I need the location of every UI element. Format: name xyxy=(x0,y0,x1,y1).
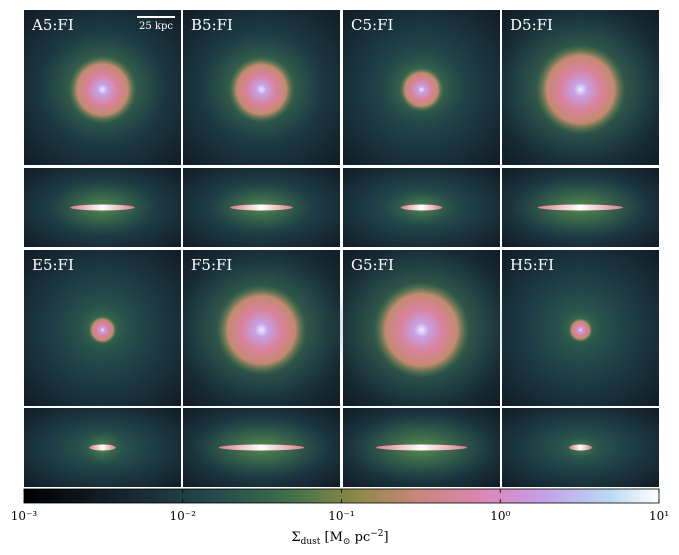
panel-label: F5:FI xyxy=(191,256,232,274)
label-symbol: Σ xyxy=(291,530,300,545)
panel-label: C5:FI xyxy=(351,16,393,34)
tick-label: 10¹ xyxy=(649,509,669,523)
panel-label: D5:FI xyxy=(510,16,553,34)
label-unit: pc xyxy=(350,530,370,545)
panel-label: H5:FI xyxy=(510,256,554,274)
disk xyxy=(399,67,444,112)
label-unit-sup: −2 xyxy=(370,529,383,539)
edge-disk xyxy=(230,204,293,211)
panels: A5:FI B5:FI C5:FI D5:FI E5:FI F5:FI G5:FI H5:FI xyxy=(24,10,666,487)
panel-label: A5:FI xyxy=(31,16,74,34)
panel-label: E5:FI xyxy=(32,256,74,274)
label-unit: [M xyxy=(320,530,343,545)
colorbar-label: Σdust [M⊙ pc−2] xyxy=(291,529,388,547)
label-unit: ] xyxy=(384,530,389,545)
panel-label: G5:FI xyxy=(351,256,394,274)
disk xyxy=(216,285,307,375)
disk xyxy=(68,55,137,124)
edge-disk xyxy=(569,444,592,451)
tick-label: 10⁰ xyxy=(490,509,510,523)
edge-disk xyxy=(89,444,116,451)
panel-label: B5:FI xyxy=(191,16,233,34)
tick-label: 10⁻¹ xyxy=(328,509,354,523)
label-unit-sub: ⊙ xyxy=(343,537,351,547)
disk xyxy=(88,316,117,344)
disk xyxy=(373,282,470,378)
disk xyxy=(535,44,626,135)
edge-disk xyxy=(537,204,624,211)
edge-disk xyxy=(70,204,135,211)
tick-label: 10⁻³ xyxy=(11,509,38,523)
label-sub: dust xyxy=(301,537,321,547)
edge-disk xyxy=(218,444,305,451)
disk xyxy=(568,318,593,342)
tick-label: 10⁻² xyxy=(170,509,197,523)
edge-disk xyxy=(375,444,468,451)
scale-bar-label: 25 kpc xyxy=(139,21,173,32)
colorbar-ticks: 10⁻³ 10⁻² 10⁻¹ 10⁰ 10¹ xyxy=(11,489,669,523)
disk xyxy=(228,56,295,123)
edge-disk xyxy=(400,204,443,211)
